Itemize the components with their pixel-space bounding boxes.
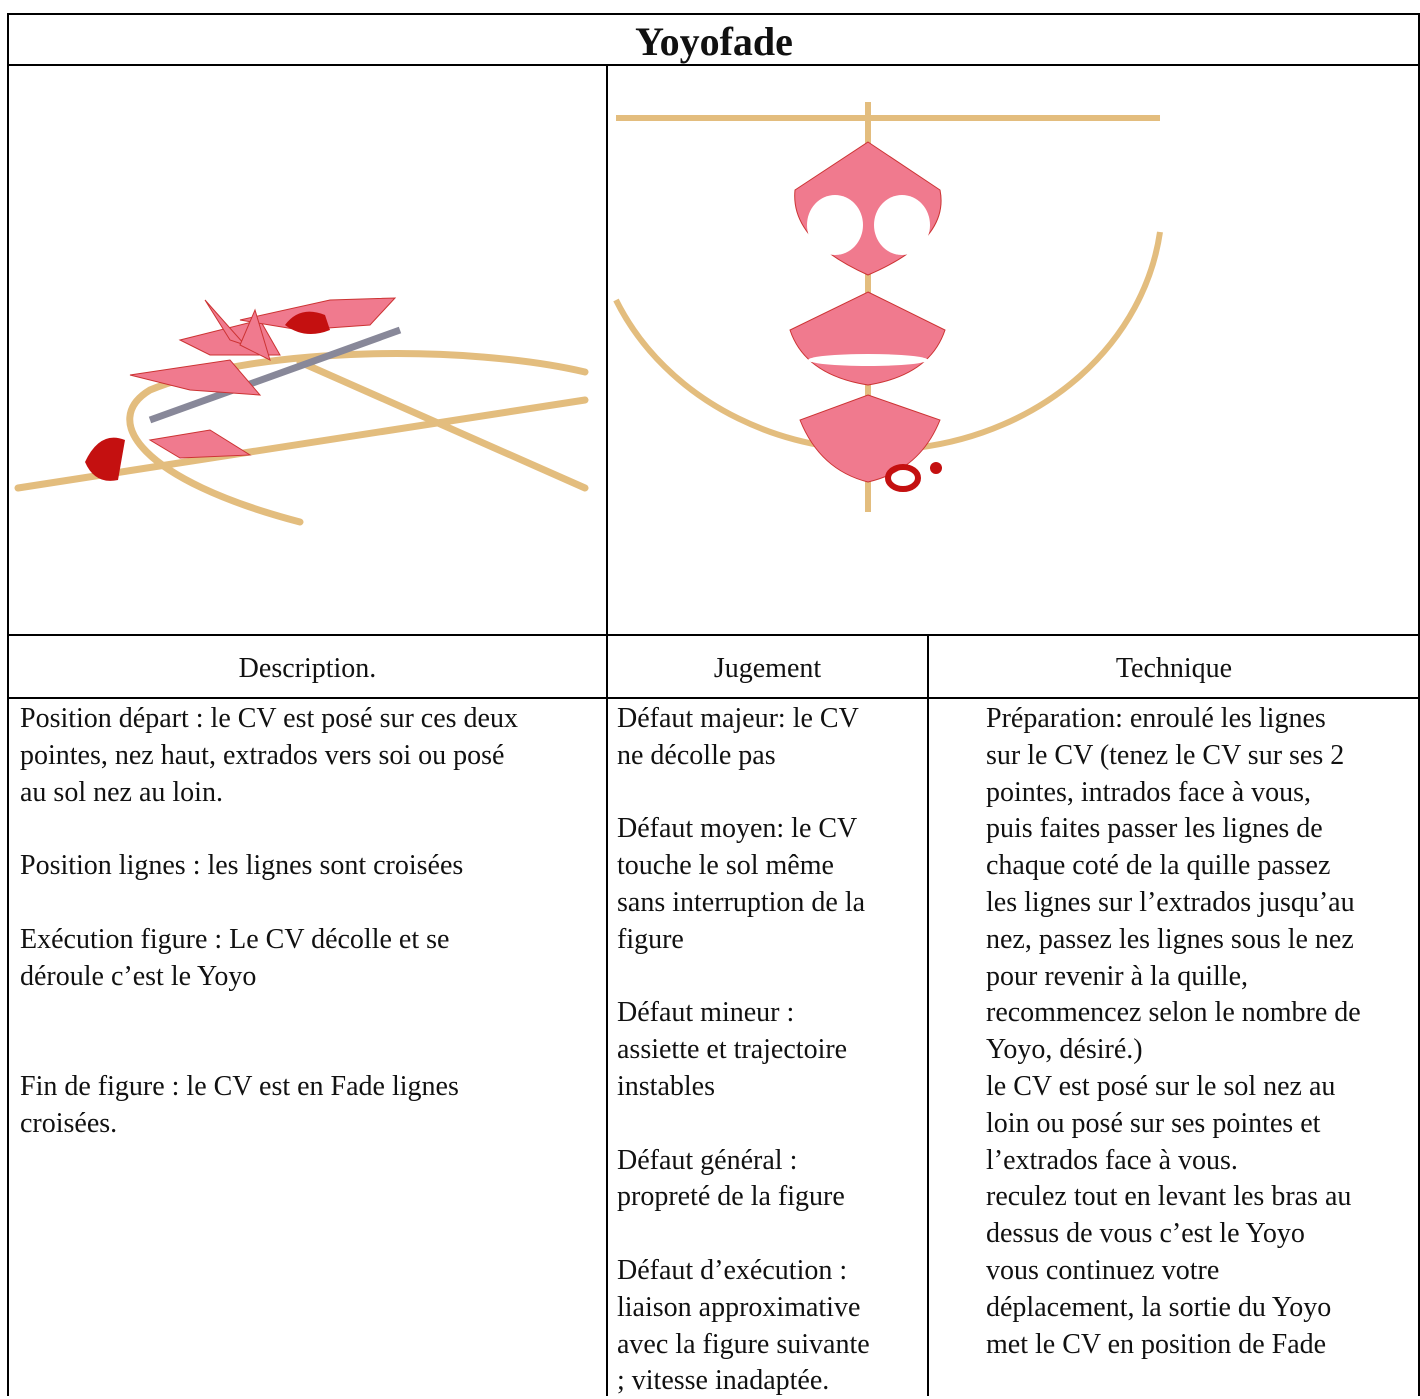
text-line: nez, passez les lignes sous le nez [986,923,1354,955]
text-line: pointes, intrados face à vous, [986,776,1312,808]
text-line: avec la figure suivante [617,1328,870,1360]
text-line: dessus de vous c’est le Yoyo [986,1218,1305,1250]
text-line: chaque coté de la quille passez [986,850,1331,882]
text-line: ; vitesse inadaptée. [617,1365,830,1397]
text-line: propreté de la figure [617,1181,845,1213]
text-line: déroule c’est le Yoyo [20,960,257,992]
text-line: Défaut mineur : [617,997,795,1029]
text-line: instables [617,1071,715,1102]
title: Yoyofade [635,19,793,64]
right-illustration [613,102,1163,512]
column-header: Jugement [713,653,822,684]
text-line: loin ou posé sur ses pointes et [986,1107,1321,1139]
text-line: reculez tout en levant les bras au [986,1181,1352,1213]
text-line: liaison approximative [617,1291,861,1323]
text-line: Position lignes : les lignes sont croisé… [20,850,464,882]
text-line: sur le CV (tenez le CV sur ses 2 [986,739,1345,771]
text-line: le CV est posé sur le sol nez au [986,1071,1336,1102]
text-line: croisées. [20,1107,118,1139]
text-line: Fin de figure : le CV est en Fade lignes [20,1071,459,1102]
text-line: Défaut d’exécution : [617,1255,848,1286]
text-line: déplacement, la sortie du Yoyo [986,1291,1332,1323]
text-line: les lignes sur l’extrados jusqu’au [986,887,1355,918]
text-line: puis faites passer les lignes de [986,813,1323,845]
column-header: Description. [238,653,377,684]
text-line: met le CV en position de Fade [986,1328,1327,1360]
text-line: sans interruption de la [617,887,866,918]
text-line: Position départ : le CV est posé sur ces… [20,703,518,734]
text-line: Préparation: enroulé les lignes [986,703,1326,734]
text-line: figure [617,923,684,955]
text-line: Défaut majeur: le CV [617,703,859,734]
text-line: vous continuez votre [986,1255,1220,1286]
text-line: ne décolle pas [617,739,776,771]
text-line: pour revenir à la quille, [986,960,1249,992]
left-illustration [14,297,589,526]
column-header: Technique [1115,653,1233,684]
text-line: pointes, nez haut, extrados vers soi ou … [20,739,505,771]
text-line: Yoyo, désiré.) [986,1034,1143,1066]
text-line: Exécution figure : Le CV décolle et se [20,923,450,955]
text-line: assiette et trajectoire [617,1034,848,1066]
text-line: Défaut général : [617,1144,798,1176]
text-line: Défaut moyen: le CV [617,813,858,845]
text-line: l’extrados face à vous. [986,1144,1238,1176]
text-line: recommencez selon le nombre de [986,997,1361,1029]
text-line: touche le sol même [617,850,834,882]
text-line: au sol nez au loin. [20,776,223,808]
